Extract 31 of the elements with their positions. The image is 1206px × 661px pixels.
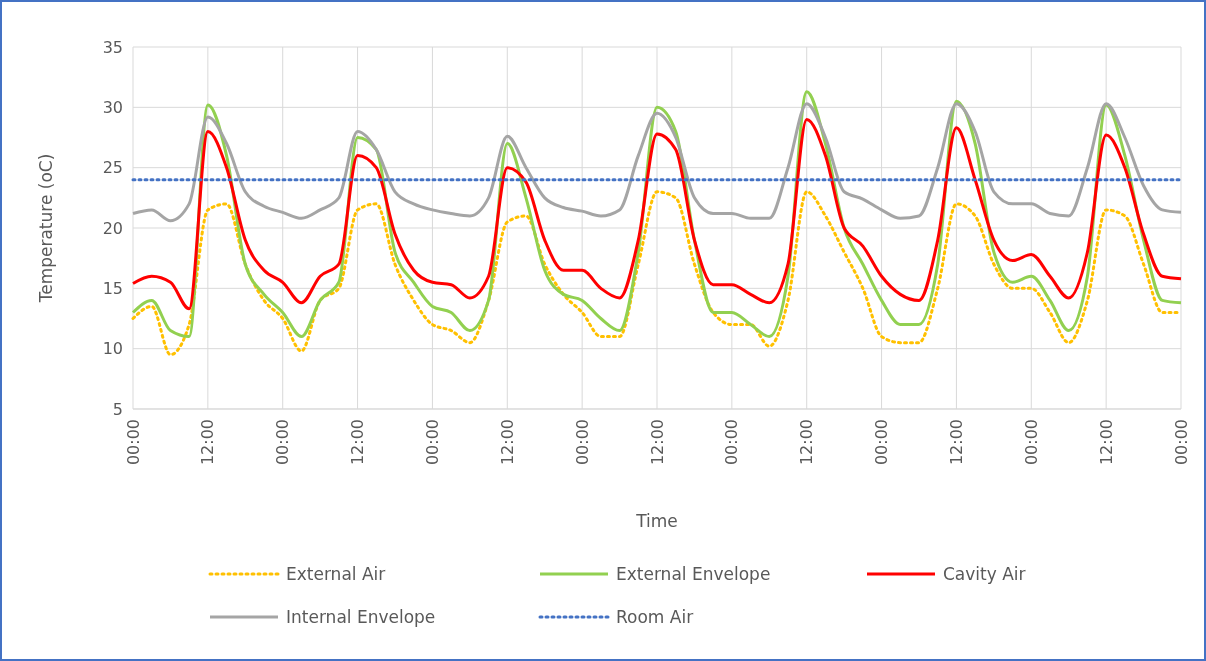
y-tick-label: 25 [102, 158, 123, 178]
x-tick-label: 12:00 [497, 419, 517, 466]
x-tick-label: 00:00 [872, 419, 892, 466]
legend-label: Internal Envelope [286, 606, 436, 627]
x-tick-label: 12:00 [947, 419, 967, 466]
legend-label: External Envelope [616, 563, 771, 584]
y-tick-label: 5 [112, 399, 123, 419]
line-series [131, 117, 1183, 311]
x-tick-label: 00:00 [722, 419, 742, 466]
y-tick-label: 20 [102, 218, 123, 238]
x-tick-label: 12:00 [1096, 419, 1116, 466]
x-tick-label: 00:00 [423, 419, 443, 466]
legend-label: Room Air [616, 606, 694, 627]
x-tick-label: 00:00 [572, 419, 592, 466]
x-tick-label: 00:00 [123, 419, 143, 466]
y-tick-label: 15 [102, 278, 123, 298]
y-tick-label: 35 [102, 37, 123, 57]
y-axis-title: Temperature (oC) [36, 153, 56, 304]
x-tick-label: 12:00 [198, 419, 218, 466]
x-tick-label: 12:00 [647, 419, 667, 466]
legend-label: Cavity Air [943, 563, 1026, 584]
legend-label: External Air [286, 563, 386, 584]
x-axis-title: Time [635, 511, 678, 531]
y-tick-label: 10 [102, 339, 123, 359]
x-tick-label: 00:00 [273, 419, 293, 466]
y-tick-label: 30 [102, 97, 123, 117]
x-tick-label: 00:00 [1171, 419, 1191, 466]
x-tick-label: 12:00 [797, 419, 817, 466]
x-tick-label: 12:00 [348, 419, 368, 466]
line-series [131, 102, 1183, 223]
x-tick-label: 00:00 [1021, 419, 1041, 466]
